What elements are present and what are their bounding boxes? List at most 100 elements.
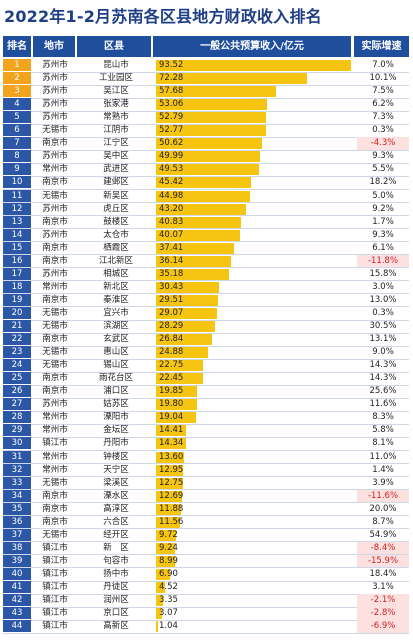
bar-cell: 14.34 xyxy=(156,437,354,450)
revenue-value-label: 24.88 xyxy=(159,347,184,358)
district-label: 姑苏区 xyxy=(103,399,129,410)
rank-badge: 14 xyxy=(3,228,31,241)
district-label: 溧阳市 xyxy=(103,412,129,423)
rank-badge: 5 xyxy=(3,111,31,124)
revenue-bar xyxy=(156,125,266,137)
table-row: 37 无锡市 经开区 9.72 54.9% xyxy=(3,528,409,542)
rank-badge: 15 xyxy=(3,241,31,254)
bar-cell: 1.04 xyxy=(156,620,354,633)
bar-cell: 19.85 xyxy=(156,385,354,398)
rank-badge: 18 xyxy=(3,280,31,293)
row-divider xyxy=(3,593,409,595)
revenue-value-label: 93.52 xyxy=(159,60,184,70)
revenue-value-label: 14.34 xyxy=(159,438,184,449)
row-divider xyxy=(3,476,409,478)
table-row: 7 南京市 江宁区 50.62 -4.3% xyxy=(3,137,409,151)
table-row: 42 镇江市 润州区 3.35 -2.1% xyxy=(3,594,409,608)
city-label: 常州市 xyxy=(42,281,68,292)
revenue-value-label: 9.24 xyxy=(159,542,178,553)
row-divider xyxy=(3,280,409,282)
revenue-value-label: 72.28 xyxy=(159,73,184,84)
district-label: 江阴市 xyxy=(103,125,129,136)
growth-label: 8.7% xyxy=(372,516,394,527)
row-divider xyxy=(3,241,409,243)
city-label: 镇江市 xyxy=(42,621,68,632)
district-label: 经开区 xyxy=(103,529,129,540)
district-label: 栖霞区 xyxy=(103,242,129,253)
bar-cell: 4.52 xyxy=(156,581,354,594)
bar-cell: 57.68 xyxy=(156,85,354,98)
revenue-bar xyxy=(156,399,198,411)
district-label: 高淳区 xyxy=(103,503,129,514)
revenue-bar xyxy=(156,190,250,202)
rank-badge: 13 xyxy=(3,215,31,228)
city-label: 苏州市 xyxy=(42,60,68,70)
district-label: 玄武区 xyxy=(103,334,129,345)
growth-label: -4.3% xyxy=(357,137,409,151)
rank-badge: 30 xyxy=(3,437,31,450)
rank-badge: 32 xyxy=(3,463,31,476)
table-row: 1 苏州市 昆山市 93.52 7.0% xyxy=(3,59,409,72)
growth-label: -2.1% xyxy=(357,594,409,608)
rank-badge: 36 xyxy=(3,515,31,528)
city-label: 苏州市 xyxy=(42,99,68,110)
rank-badge: 42 xyxy=(3,594,31,607)
row-divider xyxy=(3,175,409,177)
row-divider xyxy=(3,267,409,269)
rank-badge: 1 xyxy=(3,59,31,71)
row-divider xyxy=(3,541,409,543)
district-label: 新吴区 xyxy=(103,190,129,201)
revenue-bar xyxy=(156,451,185,463)
growth-label: 30.5% xyxy=(369,321,397,331)
table-row: 3 苏州市 吴江区 57.68 7.5% xyxy=(3,85,409,98)
rank-badge: 9 xyxy=(3,163,31,176)
city-label: 南京市 xyxy=(42,334,68,345)
revenue-bar xyxy=(156,503,181,515)
growth-label: 15.8% xyxy=(369,268,397,279)
page-title: 2022年1-2月苏南各区县地方财政收入排名 xyxy=(4,7,322,26)
growth-label: 9.3% xyxy=(372,229,394,240)
revenue-bar xyxy=(156,86,277,98)
row-divider xyxy=(3,580,409,582)
revenue-bar xyxy=(156,373,203,385)
revenue-value-label: 11.88 xyxy=(159,503,184,514)
table-row: 40 镇江市 扬中市 6.90 18.4% xyxy=(3,567,409,581)
district-label: 高新区 xyxy=(103,621,129,632)
rank-badge: 21 xyxy=(3,320,31,332)
city-label: 南京市 xyxy=(42,386,68,397)
rank-badge: 24 xyxy=(3,359,31,372)
table-row: 34 南京市 溧水区 12.69 -11.6% xyxy=(3,489,409,503)
table-row: 11 无锡市 新吴区 44.98 5.0% xyxy=(3,189,409,203)
revenue-value-label: 1.04 xyxy=(159,621,178,632)
growth-label: 9.2% xyxy=(372,203,394,214)
city-label: 苏州市 xyxy=(42,112,68,123)
revenue-value-label: 36.14 xyxy=(159,255,184,266)
revenue-value-label: 26.84 xyxy=(159,334,184,345)
district-label: 雨花台区 xyxy=(98,373,133,384)
row-divider xyxy=(3,554,409,556)
revenue-value-label: 44.98 xyxy=(159,190,184,201)
header-rank: 排名 xyxy=(3,36,31,57)
table-row: 16 南京市 江北新区 36.14 -11.8% xyxy=(3,254,409,268)
revenue-value-label: 53.06 xyxy=(159,99,184,110)
growth-label: 13.1% xyxy=(369,334,397,345)
rank-badge: 2 xyxy=(3,72,31,85)
row-divider xyxy=(3,358,409,360)
growth-label: 9.0% xyxy=(372,347,394,358)
district-label: 宜兴市 xyxy=(103,307,129,318)
district-label: 天宁区 xyxy=(103,464,129,475)
growth-label: 7.3% xyxy=(372,112,394,123)
district-label: 新北区 xyxy=(103,281,129,292)
table-row: 2 苏州市 工业园区 72.28 10.1% xyxy=(3,72,409,85)
city-label: 无锡市 xyxy=(42,347,68,358)
growth-label: 11.0% xyxy=(369,451,397,462)
rank-badge: 39 xyxy=(3,554,31,567)
district-label: 工业园区 xyxy=(98,73,133,84)
row-divider xyxy=(3,306,409,308)
row-divider xyxy=(3,515,409,517)
bar-cell: 43.20 xyxy=(156,203,354,216)
revenue-value-label: 12.69 xyxy=(159,490,184,501)
table-row: 8 苏州市 吴中区 49.99 9.3% xyxy=(3,150,409,163)
growth-label: -11.8% xyxy=(357,254,409,268)
district-label: 太仓市 xyxy=(103,229,129,240)
